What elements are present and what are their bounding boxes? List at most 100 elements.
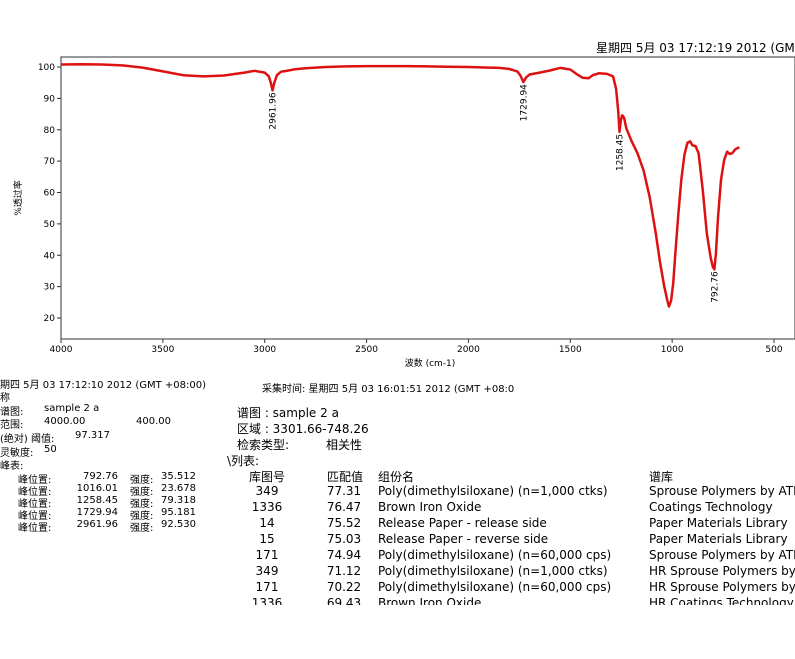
y-tick-label: 40 — [44, 251, 56, 261]
y-tick-label: 60 — [44, 189, 56, 199]
result-index: 171 — [255, 548, 279, 562]
spectrum-label: 谱图: — [0, 407, 24, 418]
result-match: 76.47 — [326, 500, 362, 514]
result-library: Paper Materials Library — [649, 532, 788, 546]
result-index: 1336 — [251, 500, 283, 514]
result-match: 75.03 — [326, 532, 362, 546]
x-tick-label: 500 — [765, 345, 782, 355]
result-match: 70.22 — [326, 580, 362, 594]
peak-intensity-label: 强度: — [130, 487, 154, 498]
peak-label: 1729.94 — [519, 84, 529, 121]
peak-position-value: 792.76 — [83, 471, 118, 482]
spectrum-value: sample 2 a — [44, 403, 100, 414]
x-tick-label: 4000 — [50, 345, 73, 355]
result-library: HR Sprouse Polymers by — [649, 564, 795, 578]
peaks-label: 峰表: — [0, 461, 24, 472]
x-tick-label: 3000 — [253, 345, 276, 355]
library-results: 349 77.31 Poly(dimethylsiloxane) (n=1,000 … — [251, 484, 795, 605]
sensitivity-value: 50 — [44, 444, 57, 455]
peak-intensity-label: 强度: — [130, 511, 154, 522]
result-component: Release Paper - reverse side — [378, 532, 549, 546]
x-axis: 4000 3500 3000 2500 2000 1500 1000 500 — [50, 339, 783, 355]
result-library: Coatings Technology — [649, 500, 773, 514]
spectrum-line — [60, 62, 740, 308]
result-index: 1336 — [251, 596, 283, 605]
search-type-label: 检索类型: — [237, 438, 290, 452]
peak-intensity-value: 23.678 — [161, 483, 196, 494]
info-left-line2: 称 — [0, 393, 10, 404]
x-tick-label: 2000 — [457, 345, 480, 355]
result-component: Release Paper - release side — [378, 516, 547, 530]
peak-label: 1258.45 — [616, 134, 626, 171]
peak-intensity-value: 35.512 — [161, 471, 196, 482]
acq-time: 采集时间: 星期四 5月 03 16:01:51 2012 (GMT +08:0 — [262, 384, 515, 395]
peak-position-label: 峰位置: — [18, 487, 52, 498]
list-label: \列表: — [227, 454, 260, 468]
peak-label: 2961.96 — [269, 92, 279, 129]
sensitivity-label: 灵敏度: — [0, 448, 34, 459]
info-left: 期四 5月 03 17:12:10 2012 (GMT +08:00) 称 谱图… — [0, 376, 230, 536]
search-spectrum: 谱图 : sample 2 a — [237, 406, 339, 420]
result-library: Paper Materials Library — [649, 516, 788, 530]
info-left-timestamp: 期四 5月 03 17:12:10 2012 (GMT +08:00) — [0, 380, 207, 391]
header-timestamp: 星期四 5月 03 17:12:19 2012 (GM — [596, 41, 795, 55]
peak-intensity-value: 92.530 — [161, 519, 196, 530]
result-component: Brown Iron Oxide — [378, 500, 482, 514]
result-match: 75.52 — [326, 516, 362, 530]
peak-position-value: 2961.96 — [76, 519, 118, 530]
peak-intensity-label: 强度: — [130, 523, 154, 534]
y-tick-label: 30 — [44, 283, 56, 293]
result-component: Poly(dimethylsiloxane) (n=60,000 cps) — [378, 548, 612, 562]
result-library: Sprouse Polymers by ATR — [649, 484, 795, 498]
result-component: Brown Iron Oxide — [378, 596, 482, 605]
spectrum-chart: 20 30 40 50 60 70 80 90 100 4000 3500 3000 2500 2000… — [12, 56, 795, 369]
result-index: 349 — [255, 484, 279, 498]
threshold-label: (绝对) 阈值: — [0, 434, 55, 445]
result-match: 71.12 — [326, 564, 362, 578]
peak-intensity-value: 79.318 — [161, 495, 196, 506]
x-tick-label: 2500 — [355, 345, 378, 355]
y-tick-label: 70 — [44, 157, 56, 167]
x-tick-label: 3500 — [151, 345, 174, 355]
result-library: Sprouse Polymers by ATR — [649, 548, 795, 562]
peak-intensity-label: 强度: — [130, 475, 154, 486]
col-header-component: 组份名 — [378, 470, 415, 484]
y-axis-title: %透过率 — [12, 180, 24, 216]
peak-intensity-value: 95.181 — [161, 507, 196, 518]
peak-position-label: 峰位置: — [18, 523, 52, 534]
peak-intensity-label: 强度: — [130, 499, 154, 510]
peak-position-value: 1016.01 — [76, 483, 118, 494]
x-axis-title: 波数 (cm-1) — [405, 357, 456, 369]
y-tick-label: 90 — [44, 94, 56, 104]
search-type-value: 相关性 — [326, 438, 363, 452]
range-to: 400.00 — [136, 416, 171, 427]
search-region: 区域 : 3301.66-748.26 — [237, 422, 369, 436]
y-tick-label: 50 — [44, 220, 56, 230]
result-library: HR Sprouse Polymers by — [649, 580, 795, 594]
y-tick-label: 20 — [44, 314, 56, 324]
peak-label: 792.76 — [710, 271, 720, 303]
col-header-match: 匹配值 — [327, 470, 364, 484]
x-tick-label: 1500 — [559, 345, 582, 355]
peak-position-label: 峰位置: — [18, 499, 52, 510]
result-component: Poly(dimethylsiloxane) (n=1,000 ctks) — [378, 564, 608, 578]
y-axis: 20 30 40 50 60 70 80 90 100 — [38, 63, 61, 324]
col-header-index: 库图号 — [249, 470, 286, 484]
peak-labels: 2961.96 1729.94 1258.45 792.76 — [269, 84, 721, 303]
peak-position-label: 峰位置: — [18, 475, 52, 486]
threshold-value: 97.317 — [75, 430, 110, 441]
result-index: 171 — [255, 580, 279, 594]
col-header-library: 谱库 — [649, 470, 674, 484]
result-component: Poly(dimethylsiloxane) (n=60,000 cps) — [378, 580, 612, 594]
result-index: 15 — [259, 532, 275, 546]
result-index: 14 — [259, 516, 275, 530]
y-tick-label: 100 — [38, 63, 55, 73]
result-match: 74.94 — [326, 548, 362, 562]
result-index: 349 — [255, 564, 279, 578]
x-tick-label: 1000 — [661, 345, 684, 355]
peak-position-value: 1729.94 — [76, 507, 118, 518]
result-component: Poly(dimethylsiloxane) (n=1,000 ctks) — [378, 484, 608, 498]
result-library: HR Coatings Technology — [649, 596, 794, 605]
plot-frame — [60, 56, 795, 340]
result-match: 77.31 — [326, 484, 362, 498]
